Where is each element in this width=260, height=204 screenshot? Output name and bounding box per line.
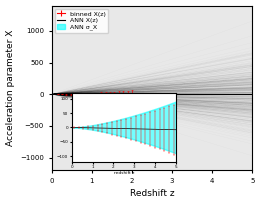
X-axis label: Redshift z: Redshift z [130,190,174,198]
Y-axis label: Acceleration parameter X: Acceleration parameter X [5,30,15,146]
Legend: binned X(z), ANN X(z), ANN σ_X: binned X(z), ANN X(z), ANN σ_X [55,9,108,33]
